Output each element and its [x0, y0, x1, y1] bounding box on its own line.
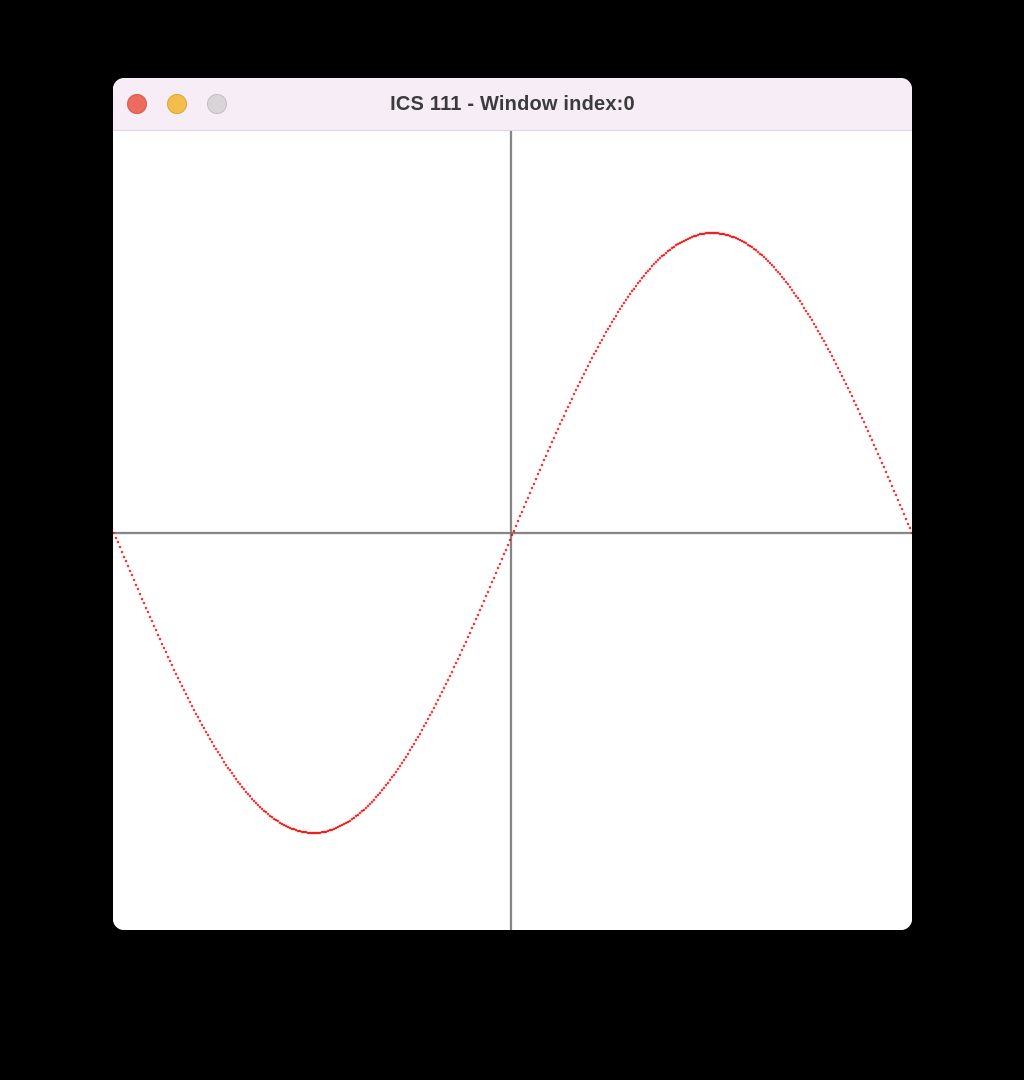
app-window: ICS 111 - Window index:0 — [113, 78, 912, 930]
plot-area — [113, 131, 912, 930]
zoom-button[interactable] — [207, 94, 227, 114]
close-button[interactable] — [127, 94, 147, 114]
traffic-lights — [127, 78, 227, 130]
minimize-button[interactable] — [167, 94, 187, 114]
sine-plot-canvas — [113, 131, 912, 930]
window-title: ICS 111 - Window index:0 — [390, 92, 635, 115]
window-titlebar[interactable]: ICS 111 - Window index:0 — [113, 78, 912, 131]
